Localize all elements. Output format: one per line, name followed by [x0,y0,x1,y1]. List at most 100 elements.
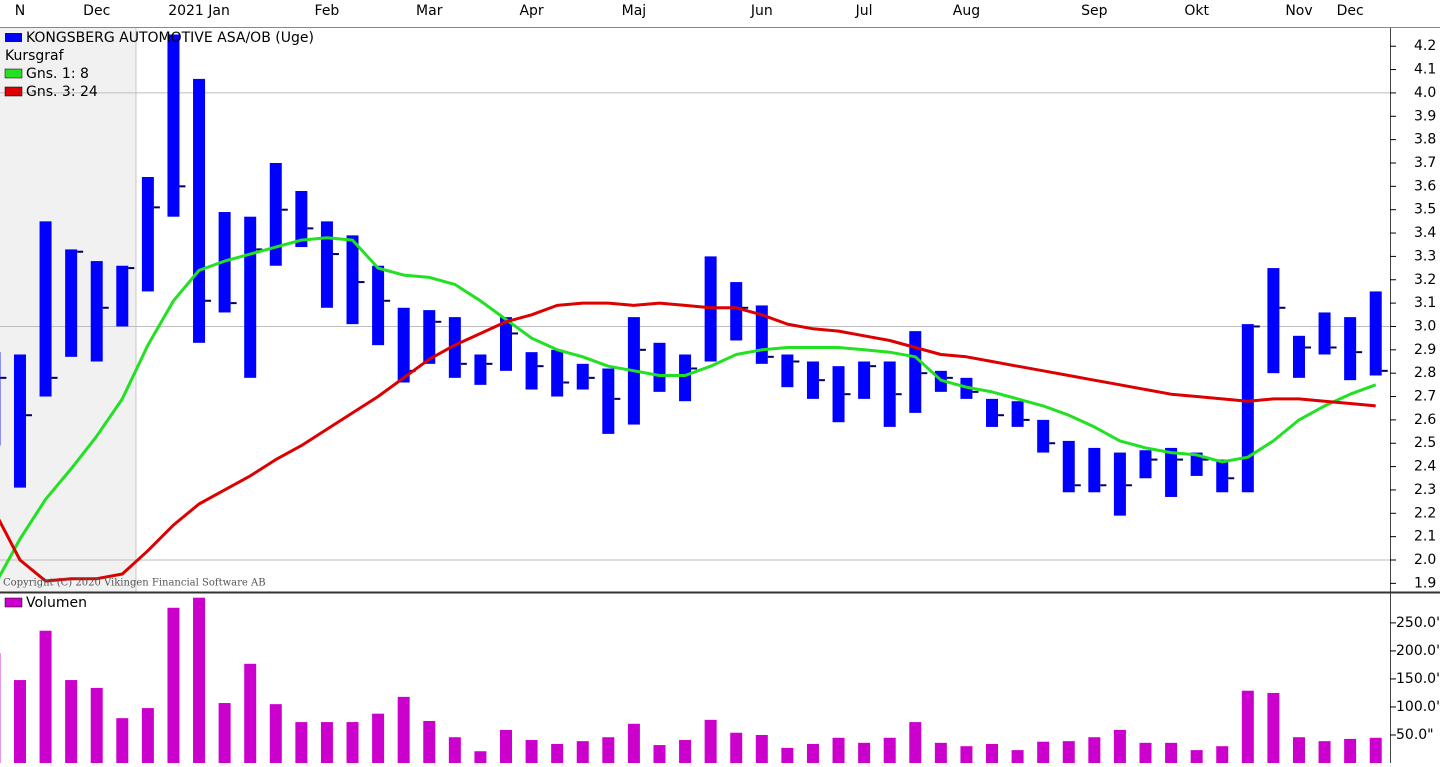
y-tick-label: 2.3 [1414,482,1436,498]
volume-bar [65,680,77,763]
volume-bar [1037,742,1049,763]
y-tick-label: 4.2 [1414,38,1436,54]
y-tick-label: 2.1 [1414,529,1436,545]
volume-bar [577,741,589,763]
legend-swatch [5,69,22,78]
volume-bar [474,751,486,763]
x-tick-label: Mar [416,3,443,19]
price-bar [1293,336,1305,378]
x-tick-label: Okt [1184,3,1209,19]
price-bar [730,282,742,340]
volume-bar [1293,737,1305,763]
volume-bar [602,737,614,763]
y-tick-label: 2.9 [1414,342,1436,358]
volume-bar [705,720,717,763]
volume-bar [628,724,640,763]
y-tick-label: 3.2 [1414,272,1436,288]
price-bar [1140,450,1152,478]
price-bar [833,366,845,422]
volume-bar [833,738,845,763]
price-bar [40,221,52,396]
price-bar [1216,460,1228,493]
volume-bar [1191,750,1203,763]
x-tick-label: Nov [1285,3,1312,19]
y-tick-label: 3.1 [1414,295,1436,311]
price-bar [679,354,691,401]
volume-bar [500,730,512,763]
volume-bar [193,598,205,763]
price-bar [1114,453,1126,516]
price-bar [526,352,538,389]
volume-bar [1088,737,1100,763]
y-tick-label: 3.0 [1414,318,1436,334]
y-tick-label: 1.9 [1414,575,1436,591]
x-tick-label: Feb [315,3,340,19]
y-tick-label: 3.5 [1414,202,1436,218]
volume-bar [449,737,461,763]
y-tick-label: 200.0" [1396,643,1440,659]
price-bar [1012,401,1024,427]
price-bar [1344,317,1356,380]
x-tick-label: Maj [622,3,647,19]
price-bar [986,399,998,427]
volume-title: Volumen [26,595,87,611]
volume-bar [653,745,665,763]
price-bar [65,249,77,356]
price-bar [398,308,410,383]
volume-bar [423,721,435,763]
price-bar [1267,268,1279,373]
price-bar [1037,420,1049,453]
volume-bar [1165,743,1177,763]
price-bar [91,261,103,361]
volume-bar [986,744,998,763]
volume-bar [960,746,972,763]
y-tick-label: 2.5 [1414,435,1436,451]
x-tick-label: Aug [953,3,980,19]
legend-label: Gns. 3: 24 [26,84,98,100]
y-tick-label: 2.8 [1414,365,1436,381]
volume-bar [1319,741,1331,763]
price-bar [167,35,179,217]
volume-bar [1063,741,1075,763]
y-tick-label: 2.7 [1414,389,1436,405]
price-bar [321,221,333,307]
volume-bar [781,748,793,763]
volume-bar [398,697,410,763]
x-tick-label: Apr [519,3,543,19]
volume-bar [1267,693,1279,763]
x-tick-label: Sep [1081,3,1108,19]
price-bar [653,343,665,392]
volume-bar [295,722,307,763]
x-tick-label: Dec [1337,3,1364,19]
volume-bar [91,688,103,763]
volume-bar [321,722,333,763]
price-bar [1088,448,1100,492]
price-bar [781,354,793,387]
y-tick-label: 2.2 [1414,505,1436,521]
x-tick-label: Jul [855,3,873,19]
price-bar [142,177,154,291]
volume-bar [858,743,870,763]
volume-bar [116,718,128,763]
chart-subtitle: Kursgraf [5,48,65,64]
volume-bar [14,680,26,763]
x-tick-label: N [15,3,25,19]
price-bar [807,361,819,398]
price-bar [1370,291,1382,375]
y-tick-label: 3.4 [1414,225,1436,241]
y-tick-label: 50.0" [1396,727,1434,743]
volume-bar [40,631,52,763]
price-bar [1165,448,1177,497]
y-tick-label: 100.0" [1396,699,1440,715]
price-bar [193,79,205,343]
volume-bar [244,664,256,763]
y-tick-label: 3.7 [1414,155,1436,171]
volume-bar [730,733,742,763]
volume-bar [1242,691,1254,763]
volume-bar [372,714,384,763]
volume-bar [756,735,768,763]
y-tick-label: 3.9 [1414,108,1436,124]
y-tick-label: 150.0" [1396,671,1440,687]
